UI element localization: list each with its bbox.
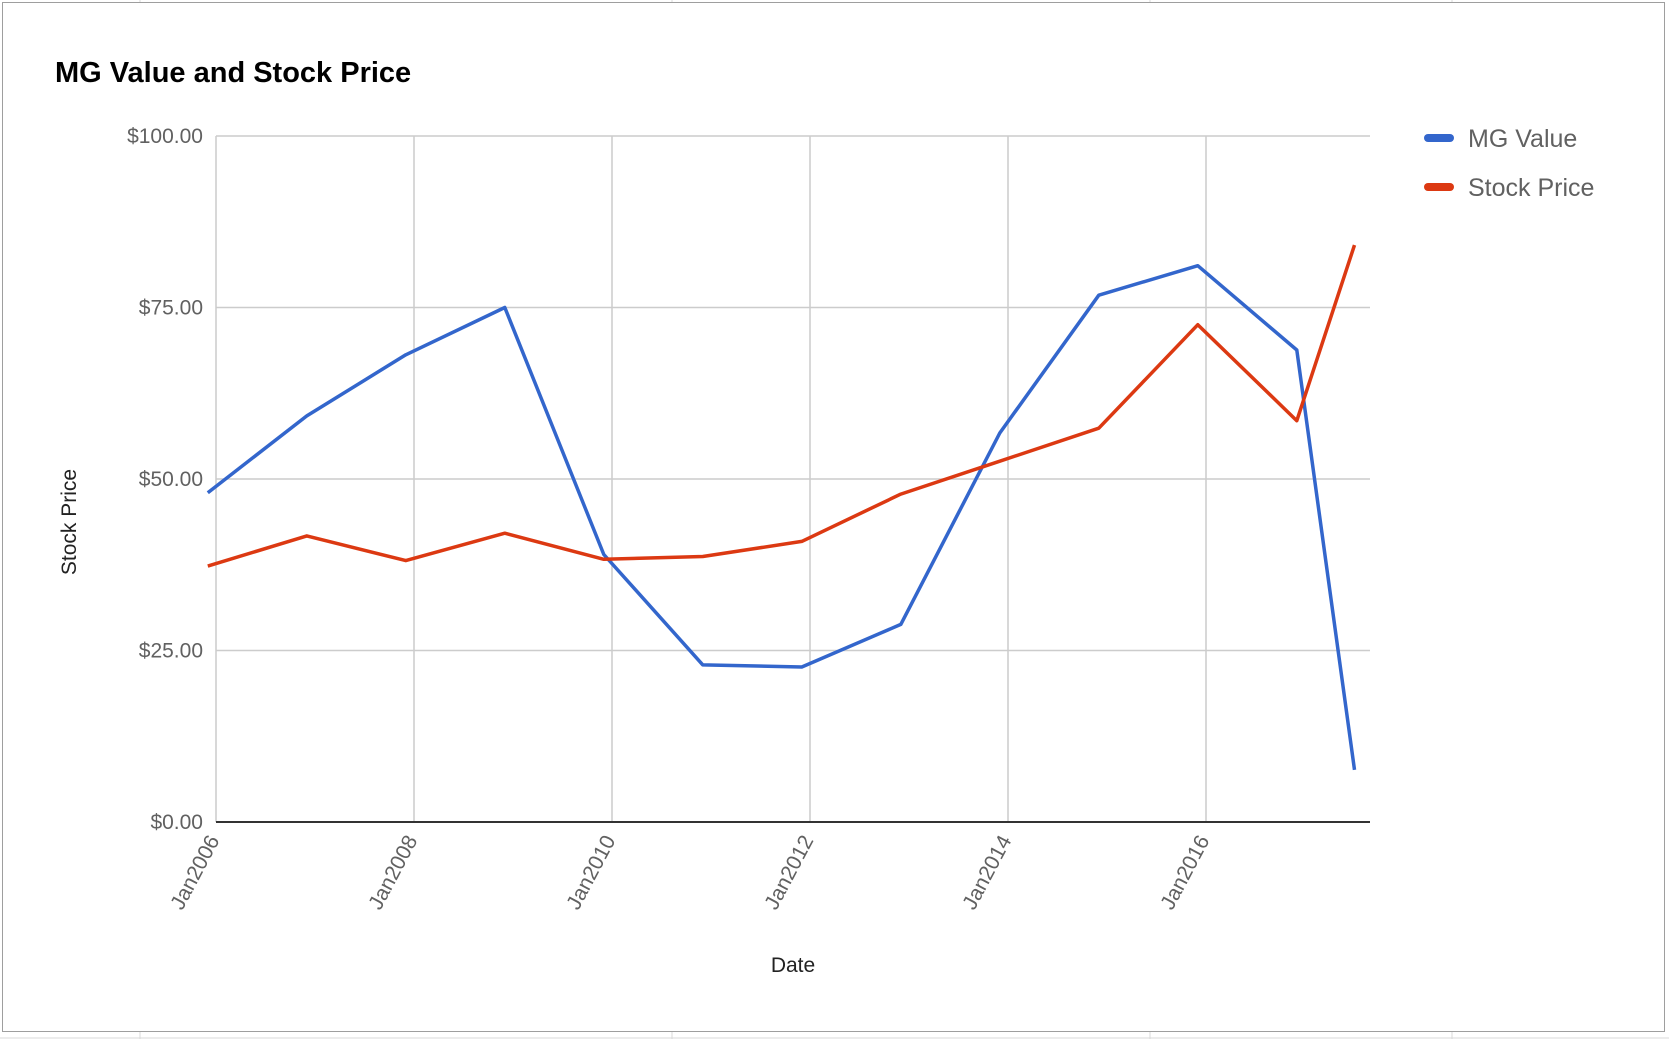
y-axis-ticks: $0.00 $25.00 $50.00 $75.00 $100.00 bbox=[127, 125, 203, 834]
y-tick-label: $50.00 bbox=[139, 468, 203, 491]
gridlines bbox=[215, 135, 1370, 822]
chart-title: MG Value and Stock Price bbox=[55, 57, 411, 89]
x-axis-title: Date bbox=[771, 954, 815, 977]
chart-legend: MG Value Stock Price bbox=[1424, 125, 1594, 202]
legend-label: MG Value bbox=[1468, 125, 1577, 153]
series-line bbox=[207, 244, 1357, 568]
y-tick-label: $75.00 bbox=[139, 297, 203, 320]
x-tick-label: Jan2012 bbox=[760, 832, 818, 914]
y-tick-label: $100.00 bbox=[127, 125, 203, 148]
x-tick-label: Jan2016 bbox=[1156, 832, 1214, 914]
y-tick-label: $0.00 bbox=[150, 811, 203, 834]
line-chart: MG Value and Stock Price $0.00 $25.00 $50.… bbox=[55, 57, 1594, 977]
series-0 bbox=[206, 263, 1357, 771]
x-tick-label: Jan2008 bbox=[364, 832, 422, 914]
series-1 bbox=[207, 244, 1357, 568]
x-tick-label: Jan2006 bbox=[166, 832, 224, 914]
x-axis-ticks: Jan2006 Jan2008 Jan2010 Jan2012 Jan2014 Jan20… bbox=[166, 831, 1214, 913]
series-lines bbox=[206, 244, 1357, 771]
x-tick-label: Jan2010 bbox=[562, 832, 620, 914]
legend-label: Stock Price bbox=[1468, 174, 1594, 202]
x-tick-label: Jan2014 bbox=[958, 831, 1016, 913]
y-tick-label: $25.00 bbox=[139, 640, 203, 663]
y-axis-title: Stock Price bbox=[58, 469, 81, 575]
